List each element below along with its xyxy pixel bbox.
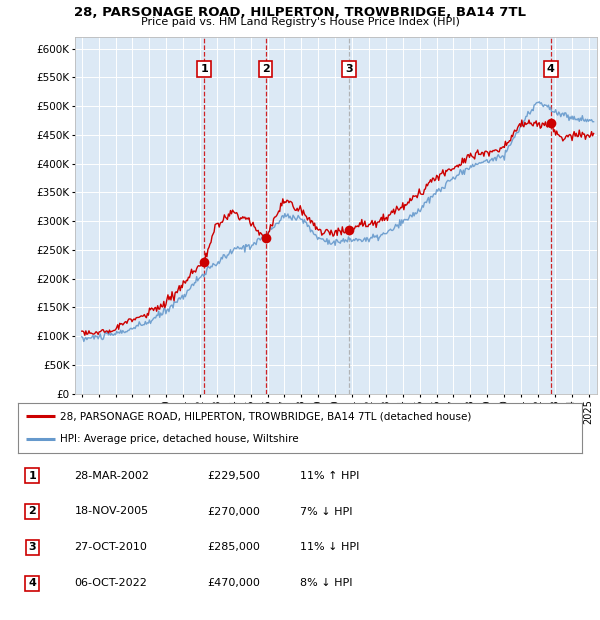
Text: 1: 1 — [200, 64, 208, 74]
Text: 3: 3 — [345, 64, 353, 74]
Text: Price paid vs. HM Land Registry's House Price Index (HPI): Price paid vs. HM Land Registry's House … — [140, 17, 460, 27]
Text: 11% ↓ HPI: 11% ↓ HPI — [300, 542, 359, 552]
Text: 2: 2 — [262, 64, 269, 74]
Text: 3: 3 — [28, 542, 36, 552]
Text: 27-OCT-2010: 27-OCT-2010 — [74, 542, 147, 552]
Text: 06-OCT-2022: 06-OCT-2022 — [74, 578, 147, 588]
Text: 7% ↓ HPI: 7% ↓ HPI — [300, 507, 353, 516]
Text: 28, PARSONAGE ROAD, HILPERTON, TROWBRIDGE, BA14 7TL: 28, PARSONAGE ROAD, HILPERTON, TROWBRIDG… — [74, 6, 526, 19]
Text: £285,000: £285,000 — [208, 542, 260, 552]
Text: 2: 2 — [28, 507, 36, 516]
Text: 8% ↓ HPI: 8% ↓ HPI — [300, 578, 353, 588]
Text: £229,500: £229,500 — [208, 471, 260, 480]
Text: HPI: Average price, detached house, Wiltshire: HPI: Average price, detached house, Wilt… — [60, 434, 299, 444]
Text: 4: 4 — [547, 64, 555, 74]
Text: 11% ↑ HPI: 11% ↑ HPI — [300, 471, 359, 480]
Text: £270,000: £270,000 — [208, 507, 260, 516]
Text: 1: 1 — [28, 471, 36, 480]
Text: 4: 4 — [28, 578, 36, 588]
Text: £470,000: £470,000 — [208, 578, 260, 588]
Text: 18-NOV-2005: 18-NOV-2005 — [74, 507, 149, 516]
Text: 28-MAR-2002: 28-MAR-2002 — [74, 471, 149, 480]
Text: 28, PARSONAGE ROAD, HILPERTON, TROWBRIDGE, BA14 7TL (detached house): 28, PARSONAGE ROAD, HILPERTON, TROWBRIDG… — [60, 412, 472, 422]
